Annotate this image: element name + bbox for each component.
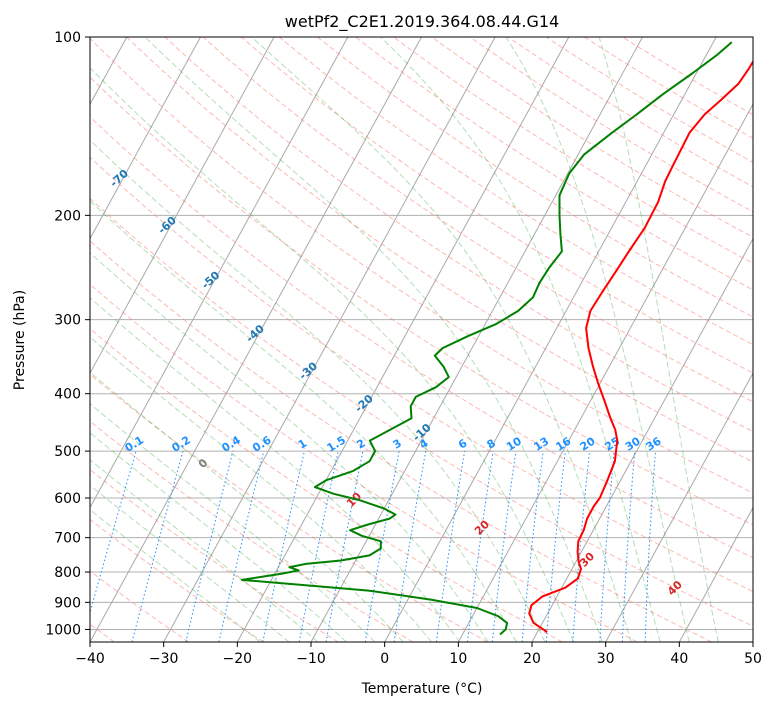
x-tick-label: −40	[75, 651, 105, 667]
moist-adiabat-line	[144, 37, 603, 642]
isotherm-line	[90, 37, 422, 642]
mixing-ratio-line	[298, 450, 339, 642]
dry-adiabat-line	[545, 37, 753, 163]
dry-adiabat-line	[431, 37, 753, 238]
mixing-ratio-line	[185, 450, 234, 642]
x-tick-label: 50	[744, 651, 762, 667]
y-tick-label: 900	[54, 595, 81, 611]
dry-adiabat-line	[90, 116, 753, 559]
background-lines	[90, 37, 753, 642]
dry-adiabat-line	[278, 37, 753, 346]
y-tick-label: 400	[54, 387, 81, 403]
dry-adiabat-line	[90, 37, 753, 494]
moist-adiabat-line	[505, 37, 690, 642]
moist-adiabat-line	[90, 252, 489, 642]
isotherm-line	[90, 37, 275, 375]
x-tick-label: 40	[670, 651, 688, 667]
dry-adiabat-line	[584, 37, 753, 139]
moist-adiabat-line	[90, 484, 290, 642]
dry-adiabat-line	[90, 197, 753, 627]
y-tick-label: 1000	[45, 622, 81, 638]
x-tick-label: 20	[523, 651, 541, 667]
dry-adiabat-line	[317, 37, 753, 318]
isotherm-line	[384, 37, 717, 642]
x-tick-label: 10	[449, 651, 467, 667]
dry-adiabat-line	[164, 37, 753, 433]
y-tick-label: 600	[54, 491, 81, 507]
mixing-ratio-line	[325, 451, 364, 642]
mixing-ratio-line	[90, 450, 137, 615]
profile-line	[240, 41, 733, 636]
mixing-ratio-line	[521, 451, 544, 642]
moist-adiabat-line	[90, 459, 319, 642]
moist-adiabat-line	[90, 200, 517, 642]
isotherm-line	[457, 103, 753, 642]
isotherm-line	[605, 372, 753, 642]
moist-adiabat-line	[251, 37, 632, 642]
dry-adiabat-line	[90, 373, 488, 642]
moist-adiabat-line	[90, 139, 546, 642]
mixing-ratio-line	[393, 451, 427, 642]
mixing-ratio-line	[467, 451, 494, 642]
mixing-ratio-line	[131, 450, 184, 642]
x-axis-title: Temperature (°C)	[361, 681, 483, 697]
moist-adiabat-line	[90, 67, 575, 642]
dry-adiabat-line	[90, 240, 712, 642]
isotherm-line	[531, 237, 753, 642]
moist-adiabat-line	[598, 37, 719, 642]
x-tick-label: 0	[380, 651, 389, 667]
isotherm-line	[236, 37, 570, 642]
dry-adiabat-line	[240, 37, 753, 374]
dry-adiabat-line	[202, 37, 753, 403]
isotherm-line	[678, 506, 753, 642]
x-tick-label: 30	[597, 651, 615, 667]
y-tick-label: 200	[54, 208, 81, 224]
isotherm-line	[90, 37, 201, 240]
x-tick-label: −10	[296, 651, 326, 667]
dry-adiabat-line	[90, 283, 638, 642]
mixing-ratio-line	[491, 451, 517, 642]
chart-title: wetPf2_C2E1.2019.364.08.44.G14	[285, 12, 559, 32]
mixing-ratio-line	[262, 450, 305, 642]
profile-series	[240, 41, 753, 636]
x-tick-label: −30	[149, 651, 179, 667]
moist-adiabat-line	[90, 403, 376, 642]
y-axis-title: Pressure (hPa)	[12, 290, 28, 390]
y-tick-label: 800	[54, 565, 81, 581]
dry-adiabat-line	[126, 37, 753, 463]
y-tick-label: 300	[54, 313, 81, 329]
plot-frame	[89, 36, 754, 643]
moist-adiabat-line	[90, 432, 347, 642]
y-tick-label: 100	[54, 30, 81, 46]
x-tick-label: −20	[223, 651, 253, 667]
isotherm-line	[90, 37, 349, 509]
dry-adiabat-line	[355, 37, 753, 291]
profile-line	[528, 59, 753, 633]
mixing-ratio-line	[218, 450, 265, 642]
moist-adiabat-line	[90, 371, 404, 642]
mixing-ratio-line	[435, 451, 466, 642]
axes: −40 −30 −20 −10 0 10 20 30 40 50 100 200 300 400 500 60…	[45, 30, 762, 667]
dry-adiabat-line	[90, 156, 753, 593]
moist-adiabat-line	[90, 509, 261, 642]
isotherm-line	[163, 37, 496, 642]
moist-adiabat-line	[90, 336, 432, 642]
dry-adiabat-line	[469, 37, 753, 213]
y-tick-label: 500	[54, 444, 81, 460]
dry-adiabat-line	[90, 518, 264, 642]
y-tick-label: 700	[54, 531, 81, 547]
dry-adiabat-line	[90, 328, 563, 642]
